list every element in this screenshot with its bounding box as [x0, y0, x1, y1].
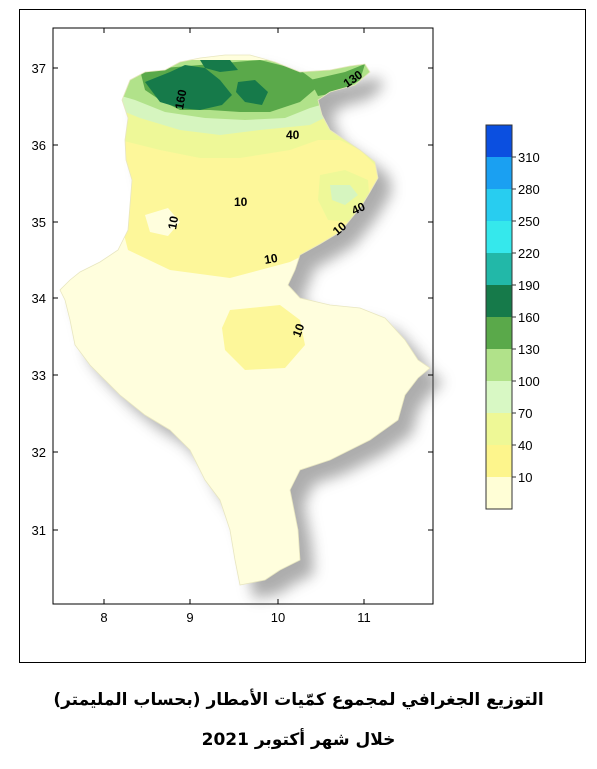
contour-label-10-gabes: 10	[290, 321, 308, 339]
contour-label-40-sahel: 40	[349, 199, 367, 217]
legend-swatch	[486, 349, 512, 381]
zone-over-160	[145, 60, 268, 110]
contour-label-10-center: 10	[234, 195, 248, 209]
rainfall-map: 130 160 40 10 40 10 10 10 10 37 36 35 34…	[32, 27, 540, 625]
legend-swatch	[486, 285, 512, 317]
legend-swatch	[486, 221, 512, 253]
contour-label-160: 160	[172, 88, 189, 110]
zone-low-west	[145, 208, 180, 236]
legend-label: 190	[518, 278, 540, 293]
color-legend: 310 280 250 220 190 160 130 100 70 40 10	[485, 124, 540, 510]
legend-label: 40	[518, 438, 532, 453]
legend-swatch	[486, 157, 512, 189]
legend-label: 220	[518, 246, 540, 261]
legend-swatch	[486, 125, 512, 157]
y-tick-35: 35	[32, 215, 46, 230]
legend-swatch	[486, 381, 512, 413]
y-tick-31: 31	[32, 523, 46, 538]
legend-label: 70	[518, 406, 532, 421]
x-axis: 8 9 10 11	[100, 28, 371, 625]
legend-swatch	[486, 445, 512, 477]
y-tick-32: 32	[32, 445, 46, 460]
legend-label: 160	[518, 310, 540, 325]
legend-label: 310	[518, 150, 540, 165]
y-tick-34: 34	[32, 291, 46, 306]
legend-label: 100	[518, 374, 540, 389]
caption-period: خلال شهر أكتوبر 2021	[201, 730, 396, 750]
legend-swatch	[486, 477, 512, 509]
y-tick-33: 33	[32, 368, 46, 383]
contour-label-10-west: 10	[165, 215, 181, 231]
legend-label: 280	[518, 182, 540, 197]
caption-title: التوزيع الجغرافي لمجموع كمّيات الأمطار (…	[53, 690, 544, 710]
y-tick-37: 37	[32, 61, 46, 76]
legend-swatch	[486, 189, 512, 221]
legend-swatch	[486, 413, 512, 445]
contour-label-40-north: 40	[286, 128, 300, 142]
map-caption: التوزيع الجغرافي لمجموع كمّيات الأمطار (…	[0, 680, 597, 760]
legend-label: 250	[518, 214, 540, 229]
coastline	[59, 54, 431, 586]
legend-swatch	[486, 253, 512, 285]
x-tick-9: 9	[186, 610, 193, 625]
legend-swatch	[486, 317, 512, 349]
x-tick-11: 11	[357, 610, 371, 625]
y-axis: 37 36 35 34 33 32 31	[32, 61, 433, 538]
legend-label: 130	[518, 342, 540, 357]
y-tick-36: 36	[32, 138, 46, 153]
legend-label: 10	[518, 470, 532, 485]
x-tick-8: 8	[100, 610, 107, 625]
x-tick-10: 10	[271, 610, 285, 625]
contour-label-10-sfax: 10	[263, 251, 279, 267]
